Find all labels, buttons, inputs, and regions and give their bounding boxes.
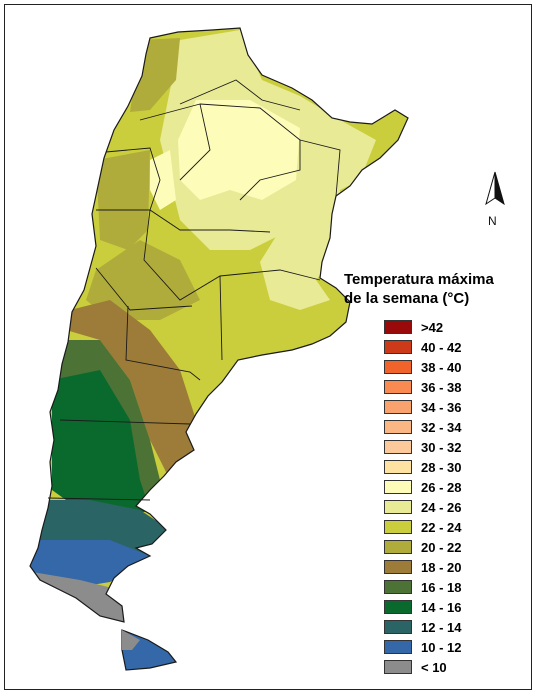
legend: >42 40 - 42 38 - 40 36 - 38 34 - 36 32 - 34 30… — [384, 317, 461, 677]
legend-swatch — [384, 600, 412, 614]
legend-label: 34 - 36 — [421, 399, 462, 415]
legend-label: 18 - 20 — [421, 559, 462, 575]
north-arrow-label: N — [488, 214, 497, 228]
legend-swatch — [384, 400, 412, 414]
legend-item: 14 - 16 — [384, 597, 461, 617]
legend-label: 14 - 16 — [421, 599, 462, 615]
legend-label: 20 - 22 — [421, 539, 462, 555]
legend-title-line2: de la semana (°C) — [344, 290, 470, 307]
legend-swatch — [384, 360, 412, 374]
legend-item: >42 — [384, 317, 461, 337]
legend-label: 10 - 12 — [421, 639, 462, 655]
legend-item: 38 - 40 — [384, 357, 461, 377]
legend-label: 24 - 26 — [421, 499, 462, 515]
legend-item: < 10 — [384, 657, 461, 677]
legend-swatch — [384, 340, 412, 354]
legend-item: 10 - 12 — [384, 637, 461, 657]
legend-title-line1: Temperatura máxima — [344, 271, 494, 288]
legend-label: 38 - 40 — [421, 359, 462, 375]
legend-swatch — [384, 460, 412, 474]
legend-label: 40 - 42 — [421, 339, 462, 355]
legend-item: 34 - 36 — [384, 397, 461, 417]
legend-label: 26 - 28 — [421, 479, 462, 495]
legend-label: < 10 — [421, 659, 447, 675]
legend-label: 16 - 18 — [421, 579, 462, 595]
legend-item: 40 - 42 — [384, 337, 461, 357]
legend-swatch — [384, 620, 412, 634]
legend-label: 30 - 32 — [421, 439, 462, 455]
legend-swatch — [384, 520, 412, 534]
legend-swatch — [384, 320, 412, 334]
legend-swatch — [384, 480, 412, 494]
legend-swatch — [384, 380, 412, 394]
legend-label: 28 - 30 — [421, 459, 462, 475]
legend-item: 20 - 22 — [384, 537, 461, 557]
legend-swatch — [384, 540, 412, 554]
legend-item: 26 - 28 — [384, 477, 461, 497]
legend-item: 32 - 34 — [384, 417, 461, 437]
legend-swatch — [384, 560, 412, 574]
legend-item: 28 - 30 — [384, 457, 461, 477]
north-arrow-icon — [485, 171, 505, 206]
legend-swatch — [384, 640, 412, 654]
legend-label: 36 - 38 — [421, 379, 462, 395]
legend-item: 16 - 18 — [384, 577, 461, 597]
legend-title: Temperatura máxima de la semana (°C) — [344, 270, 534, 308]
legend-swatch — [384, 500, 412, 514]
legend-item: 22 - 24 — [384, 517, 461, 537]
legend-swatch — [384, 580, 412, 594]
legend-swatch — [384, 420, 412, 434]
legend-item: 36 - 38 — [384, 377, 461, 397]
legend-label: >42 — [421, 319, 444, 335]
legend-label: 22 - 24 — [421, 519, 462, 535]
legend-item: 24 - 26 — [384, 497, 461, 517]
legend-swatch — [384, 660, 412, 674]
legend-label: 12 - 14 — [421, 619, 462, 635]
legend-label: 32 - 34 — [421, 419, 462, 435]
legend-item: 18 - 20 — [384, 557, 461, 577]
legend-item: 12 - 14 — [384, 617, 461, 637]
legend-item: 30 - 32 — [384, 437, 461, 457]
legend-swatch — [384, 440, 412, 454]
